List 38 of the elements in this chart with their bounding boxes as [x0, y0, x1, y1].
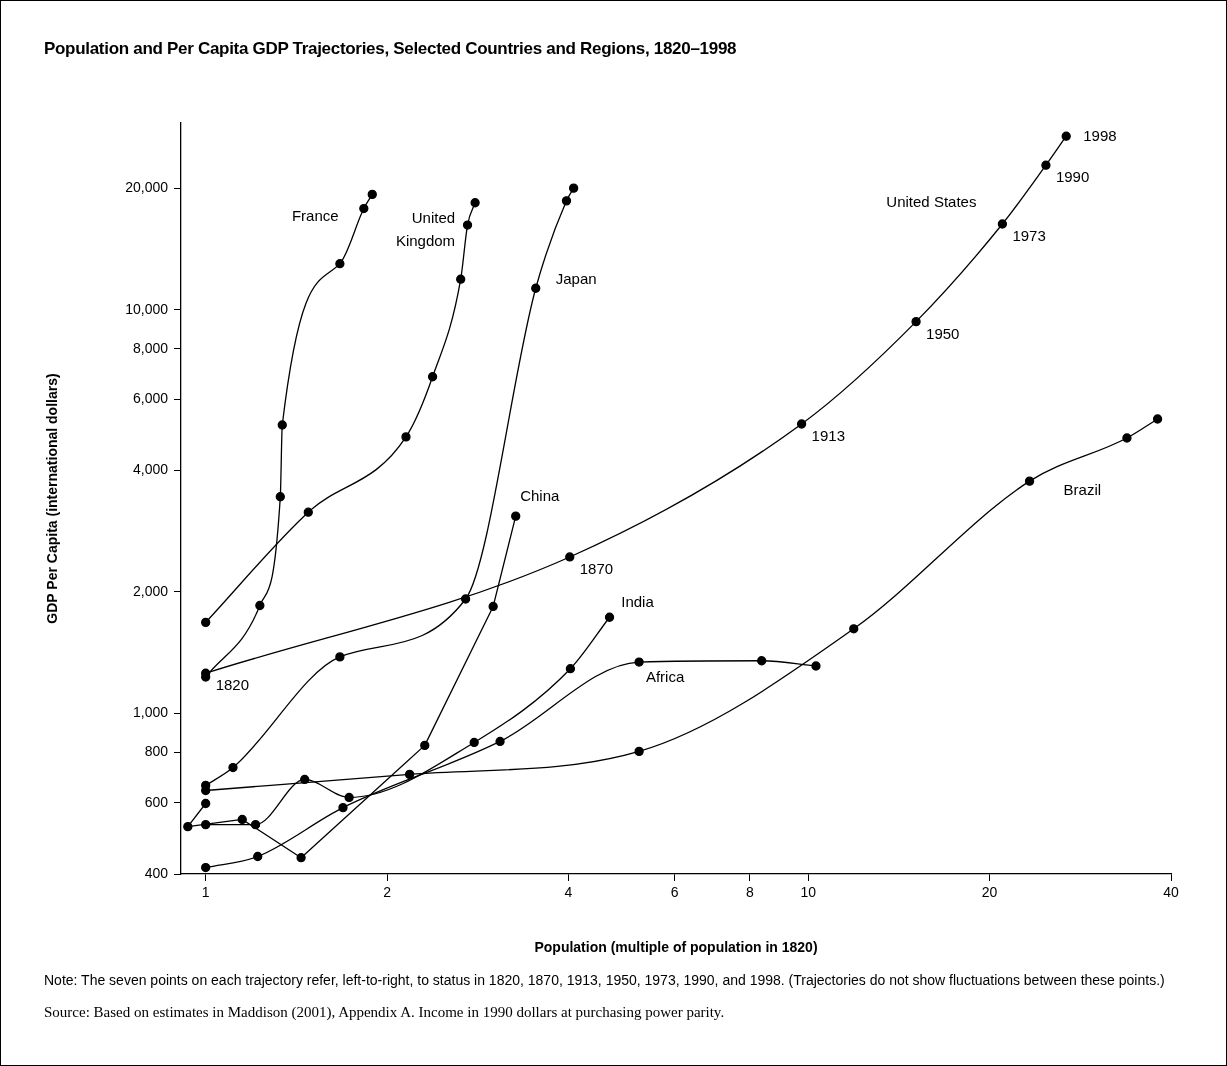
- text: Note: The seven points on each trajectory refer, left-to-right, to status in 1820, 1870, 1913, 1950, 1973, 1990, and 1998. (Trajectories do not show fluctuations between these points.): [44, 971, 1166, 989]
- annotation: 1990: [1055, 168, 1090, 186]
- y-tick-label: 600: [144, 793, 169, 810]
- source-note: Source: Based on estimates in Maddison (2001), Appendix A. Income in 1990 dollars at purchasing power parity.: [44, 1003, 726, 1021]
- chart-title: Population and Per Capita GDP Trajectories, Selected Countries and Regions, 1820–1998: [44, 39, 737, 59]
- series-label: India: [621, 593, 655, 611]
- series-label: China: [520, 487, 560, 505]
- x-tick-label: 2: [383, 884, 392, 901]
- y-tick-label: 800: [144, 743, 169, 760]
- annotation: 1950: [926, 324, 960, 342]
- annotation: 1973: [1012, 227, 1046, 245]
- series-label: France: [291, 206, 339, 224]
- x-axis-title: Population (multiple of population in 1820): [534, 939, 818, 956]
- x-tick-label: 40: [1163, 884, 1179, 901]
- y-tick-label: 10,000: [125, 300, 169, 317]
- x-tick-label: 8: [745, 884, 754, 901]
- x-tick-label: 6: [670, 884, 679, 901]
- series-label: Brazil: [1063, 481, 1102, 499]
- y-tick-label: 1,000: [132, 704, 169, 721]
- annotation: 1820: [215, 676, 250, 694]
- x-tick-label: 10: [800, 884, 817, 901]
- y-tick-label: 6,000: [132, 390, 169, 407]
- x-tick-label: 4: [564, 884, 573, 901]
- series-label: United States: [886, 193, 977, 211]
- series-label: Africa: [645, 668, 685, 686]
- y-tick-label: 8,000: [132, 339, 169, 356]
- annotation: 1998: [1083, 127, 1117, 145]
- series-label: Japan: [555, 270, 597, 288]
- y-tick-label: 20,000: [125, 179, 169, 195]
- y-tick-label: 400: [144, 864, 169, 881]
- x-tick-label: 20: [981, 884, 998, 901]
- series-label: United Kingdom: [395, 208, 456, 249]
- annotation: 1870: [579, 560, 614, 578]
- x-tick-label: 1: [201, 884, 210, 901]
- y-tick-label: 2,000: [132, 582, 169, 599]
- y-axis-title: GDP Per Capita (international dollars): [44, 373, 61, 624]
- y-tick-label: 4,000: [132, 461, 169, 478]
- annotation: 1913: [811, 427, 845, 445]
